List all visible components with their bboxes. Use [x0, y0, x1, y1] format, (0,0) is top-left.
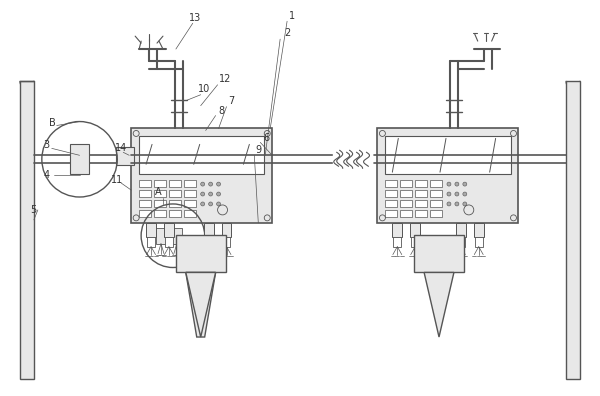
Bar: [414, 235, 464, 272]
Bar: [172, 228, 182, 244]
Text: 9: 9: [256, 145, 262, 155]
Circle shape: [463, 192, 467, 196]
Circle shape: [217, 192, 221, 196]
Circle shape: [201, 192, 205, 196]
Bar: [457, 237, 465, 247]
Bar: [139, 137, 264, 174]
Bar: [221, 223, 232, 237]
Bar: [411, 237, 419, 247]
Bar: [131, 128, 272, 223]
Text: 8: 8: [218, 106, 225, 116]
Bar: [400, 180, 412, 187]
Bar: [223, 237, 230, 247]
Text: 11: 11: [112, 175, 124, 185]
Text: 12: 12: [218, 74, 231, 84]
Bar: [394, 237, 401, 247]
Bar: [154, 190, 166, 197]
Bar: [385, 210, 397, 217]
Circle shape: [447, 192, 451, 196]
Circle shape: [455, 192, 459, 196]
Bar: [184, 200, 196, 207]
Bar: [400, 190, 412, 197]
Bar: [164, 223, 174, 237]
Polygon shape: [186, 272, 215, 337]
Polygon shape: [424, 272, 454, 337]
Bar: [147, 237, 155, 247]
Bar: [20, 81, 34, 379]
Bar: [392, 223, 402, 237]
Text: 14: 14: [115, 143, 128, 153]
Circle shape: [447, 182, 451, 186]
Bar: [377, 128, 518, 223]
Text: B: B: [49, 118, 56, 128]
Circle shape: [217, 202, 221, 206]
Bar: [176, 235, 226, 272]
Circle shape: [463, 182, 467, 186]
Bar: [400, 210, 412, 217]
Bar: [474, 223, 484, 237]
Bar: [385, 190, 397, 197]
Circle shape: [455, 182, 459, 186]
Circle shape: [455, 202, 459, 206]
Text: 7: 7: [229, 96, 235, 106]
Bar: [415, 200, 427, 207]
Bar: [410, 223, 420, 237]
Bar: [430, 210, 442, 217]
Bar: [139, 210, 151, 217]
Bar: [169, 180, 181, 187]
Bar: [154, 180, 166, 187]
Bar: [203, 223, 214, 237]
Text: 5: 5: [30, 205, 36, 215]
Bar: [139, 200, 151, 207]
Bar: [566, 81, 580, 379]
Text: 4: 4: [44, 170, 50, 180]
Bar: [456, 223, 466, 237]
Circle shape: [209, 192, 212, 196]
Bar: [146, 223, 156, 237]
Bar: [415, 190, 427, 197]
Bar: [156, 228, 166, 244]
Bar: [154, 200, 166, 207]
Bar: [169, 190, 181, 197]
Bar: [70, 145, 89, 174]
Bar: [154, 210, 166, 217]
Bar: [165, 237, 173, 247]
Bar: [430, 180, 442, 187]
Bar: [205, 237, 212, 247]
Circle shape: [201, 182, 205, 186]
Bar: [400, 200, 412, 207]
Text: 1: 1: [289, 11, 295, 21]
Bar: [385, 180, 397, 187]
Bar: [430, 200, 442, 207]
Bar: [139, 180, 151, 187]
Text: 6: 6: [263, 133, 269, 143]
Circle shape: [209, 202, 212, 206]
Bar: [415, 180, 427, 187]
Bar: [139, 190, 151, 197]
Circle shape: [217, 182, 221, 186]
Bar: [430, 190, 442, 197]
Bar: [116, 147, 134, 165]
Text: 13: 13: [189, 13, 201, 23]
Text: 2: 2: [284, 28, 290, 38]
Bar: [184, 190, 196, 197]
Bar: [415, 210, 427, 217]
Text: 3: 3: [44, 140, 50, 150]
Bar: [184, 210, 196, 217]
Bar: [184, 180, 196, 187]
Bar: [385, 137, 511, 174]
Circle shape: [447, 202, 451, 206]
Text: 10: 10: [198, 84, 210, 94]
Bar: [169, 210, 181, 217]
Bar: [385, 200, 397, 207]
Text: A: A: [155, 187, 161, 197]
Bar: [169, 200, 181, 207]
Polygon shape: [186, 272, 215, 337]
Circle shape: [463, 202, 467, 206]
Circle shape: [201, 202, 205, 206]
Bar: [475, 237, 483, 247]
Circle shape: [209, 182, 212, 186]
